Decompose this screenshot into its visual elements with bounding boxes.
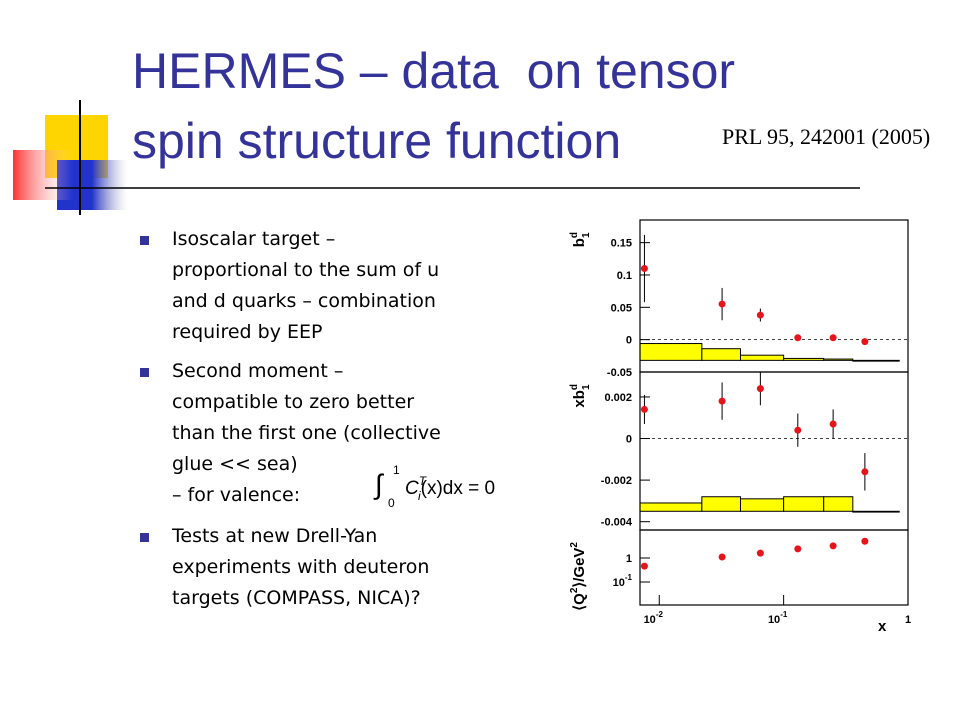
bullet-line: Isoscalar target –: [172, 228, 336, 250]
data-point: [794, 545, 802, 553]
bullet-line: – for valence:: [172, 484, 301, 506]
sys-band: [783, 496, 825, 512]
sys-band: [701, 496, 742, 512]
bullet-marker: [140, 368, 149, 377]
data-point: [794, 334, 802, 342]
data-point: [861, 468, 869, 476]
data-point: [718, 300, 726, 308]
text-part: 2: [569, 542, 580, 548]
sys-band: [740, 354, 785, 361]
text-part: xb: [571, 390, 588, 408]
text-part: C: [405, 478, 419, 499]
text-part: 10: [768, 614, 780, 626]
text-part: 10: [644, 614, 656, 626]
bullet-line: Tests at new Drell-Yan: [172, 525, 378, 547]
x-tick-label: 10-2: [644, 610, 664, 626]
y-tick-label: 1: [626, 553, 632, 565]
y-tick-label: 0.1: [617, 270, 632, 282]
bullet-line: glue << sea): [172, 453, 298, 475]
data-point: [718, 553, 726, 561]
y-tick-label: 0: [626, 434, 632, 446]
data-point: [794, 426, 802, 434]
y-tick-label: 10-1: [613, 573, 633, 589]
sys-band: [823, 358, 854, 361]
text-part: ∫: [373, 469, 385, 500]
data-point: [829, 334, 837, 342]
sys-band: [639, 343, 703, 361]
y-tick-label: -0.05: [607, 367, 632, 379]
x-tick-label: 1: [905, 614, 911, 626]
text-part: -1: [625, 573, 633, 582]
y-axis-title: ⟨Q2⟩/GeV2: [569, 542, 588, 611]
text-part: 1: [581, 232, 592, 238]
sys-band: [783, 357, 825, 361]
formula-upper: 1: [393, 463, 400, 477]
y-tick-label: 0.15: [611, 238, 632, 250]
panel-frame: [639, 529, 909, 606]
text-part: d: [569, 232, 580, 238]
x-axis-title: x: [878, 618, 887, 635]
bullet-line: and d quarks – combination: [172, 290, 436, 312]
y-axis-title: xbd1: [569, 384, 592, 408]
data-point: [756, 311, 764, 319]
data-point: [829, 542, 837, 550]
bullet: Second moment – compatible to zero better…: [140, 356, 441, 511]
text-part: (x)dx = 0: [421, 478, 495, 499]
text-part: 1: [581, 384, 592, 390]
data-point: [756, 385, 764, 393]
deco-red: [13, 150, 73, 200]
sys-band: [639, 502, 703, 512]
sys-band: [823, 496, 854, 512]
sys-band: [852, 359, 900, 362]
data-point: [718, 397, 726, 405]
data-point: [640, 265, 648, 273]
formula: ∫: [373, 469, 385, 500]
data-point: [861, 338, 869, 346]
sys-band: [701, 348, 742, 361]
y-tick-label: 0.05: [611, 302, 632, 314]
bullet-line: Second moment –: [172, 360, 344, 382]
bullet-line: than the first one (collective: [172, 422, 441, 444]
bullet-line: proportional to the sum of u: [172, 259, 440, 281]
y-tick-label: -0.004: [601, 517, 633, 529]
bullet-line: targets (COMPASS, NICA)?: [172, 587, 421, 609]
data-point: [640, 562, 648, 570]
title: spin structure function: [132, 113, 622, 169]
bullet-line: required by EEP: [172, 321, 323, 343]
bullet-marker: [140, 533, 149, 542]
text-part: ⟨Q: [571, 593, 588, 611]
title: HERMES – data on tensor: [132, 43, 736, 99]
bullet-line: compatible to zero better: [172, 391, 415, 413]
text-part: T: [419, 474, 428, 488]
reference: PRL 95, 242001 (2005): [722, 124, 931, 149]
data-point: [756, 549, 764, 557]
text-part: b: [571, 238, 588, 247]
data-point: [829, 420, 837, 428]
formula-body: CT i(x)dx = 0: [405, 474, 495, 503]
sys-band: [740, 498, 785, 512]
text-part: -1: [780, 610, 788, 619]
sys-band: [852, 510, 900, 513]
formula-lower: 0: [388, 496, 395, 510]
text-part: ⟩/GeV: [571, 548, 588, 588]
text-part: d: [569, 384, 580, 390]
text-part: 10: [613, 577, 625, 589]
y-axis-title: bd1: [569, 232, 592, 247]
y-tick-label: 0: [626, 335, 632, 347]
data-point: [640, 405, 648, 413]
bullet-marker: [140, 236, 149, 245]
bullet: Tests at new Drell-Yan experiments with d…: [140, 521, 430, 614]
bullet-line: experiments with deuteron: [172, 556, 430, 578]
text-part: -2: [656, 610, 664, 619]
y-tick-label: -0.002: [601, 475, 632, 487]
text-part: 2: [569, 587, 580, 593]
data-point: [861, 537, 869, 545]
y-tick-label: 0.002: [604, 392, 632, 404]
text-part: i: [418, 489, 421, 503]
x-tick-label: 10-1: [768, 610, 788, 626]
bullet: Isoscalar target – proportional to the su…: [140, 224, 440, 348]
